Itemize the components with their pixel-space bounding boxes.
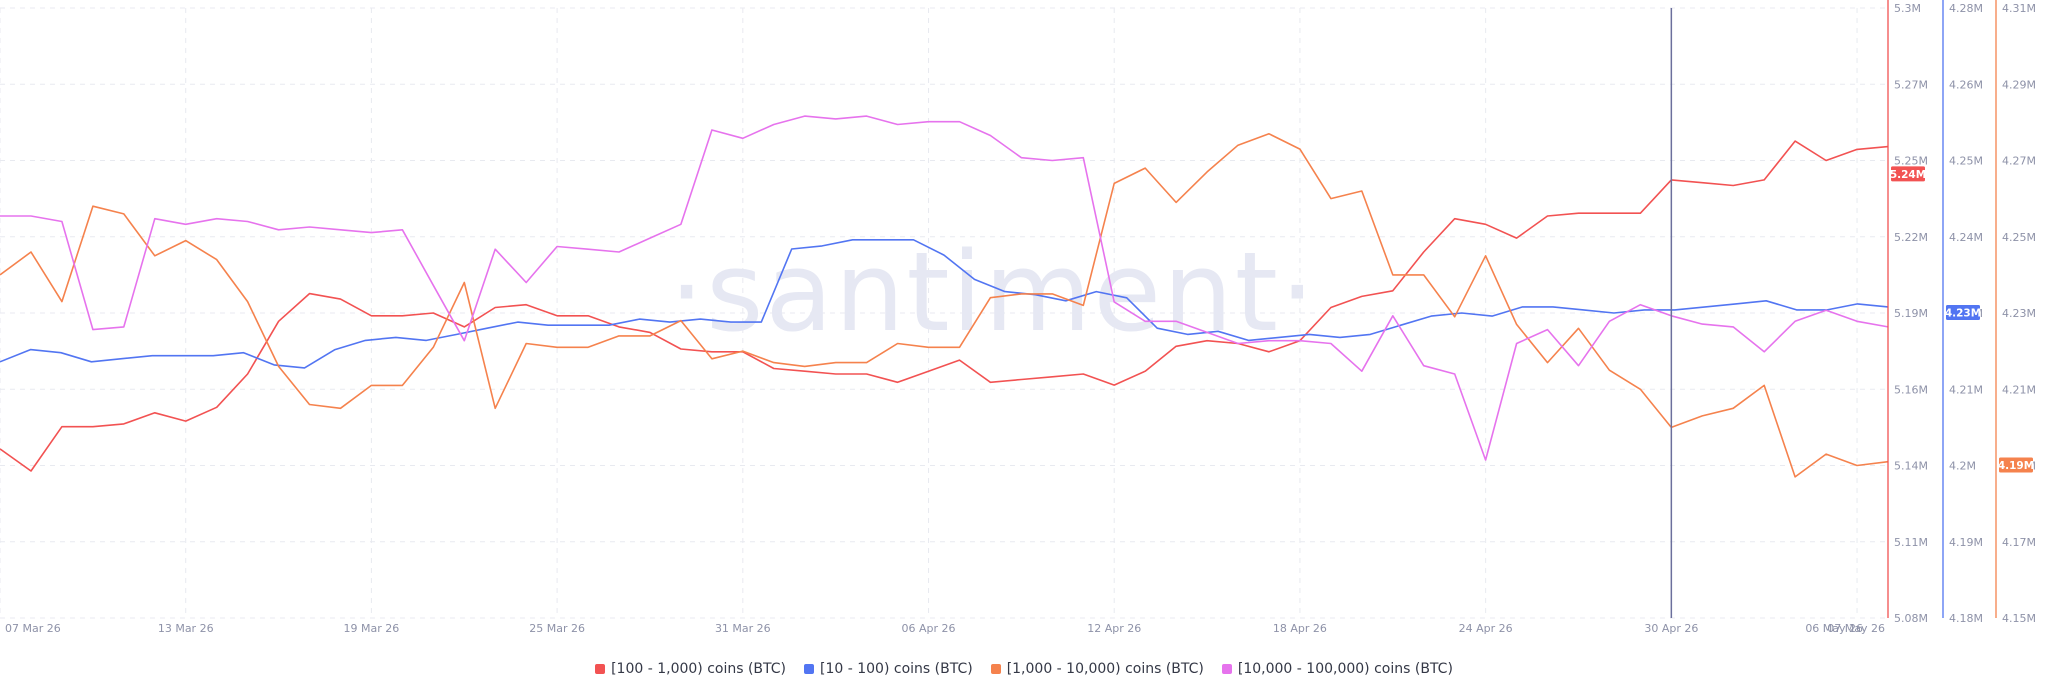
x-tick-label: 12 Apr 26 (1087, 622, 1141, 635)
x-tick-label: 07 Mar 26 (5, 622, 61, 635)
y-tick-label-orange: 4.15M (2002, 612, 2036, 625)
chart-axes: 5.3M 5.27M 5.25M 5.22M 5.19M 5.16M 5.14M 5.11M 5… (1887, 0, 2036, 625)
chart: ·santiment· 5.3M 5.27M 5.25M 5.22M 5.19M 5.16… (0, 0, 2036, 635)
chart-grid (0, 7, 1888, 619)
series-0 (0, 140, 1889, 472)
y-tick-label-orange: 4.29M (2002, 78, 2036, 91)
y-tick-label-orange: 4.27M (2002, 155, 2036, 168)
y-tick-label-blue: 4.19M (1949, 536, 1983, 549)
series-line (0, 133, 1889, 478)
y-tick-label-orange: 4.17M (2002, 536, 2036, 549)
y-tick-label-red: 5.08M (1894, 612, 1928, 625)
legend-label: [10 - 100) coins (BTC) (820, 661, 973, 677)
y-tick-label-blue: 4.18M (1949, 612, 1983, 625)
y-axis-badge-blue (1946, 305, 1980, 320)
series-2 (0, 133, 1889, 478)
series-line (0, 115, 1889, 461)
y-tick-label-blue: 4.24M (1949, 231, 1983, 244)
y-tick-label-orange: 4.23M (2002, 307, 2036, 320)
x-tick-label: 18 Apr 26 (1273, 622, 1327, 635)
legend-item[interactable]: [10,000 - 100,000) coins (BTC) (1221, 661, 1453, 677)
legend-item[interactable]: [100 - 1,000) coins (BTC) (595, 661, 786, 677)
y-axis-badge-orange (1999, 457, 2033, 473)
chart-legend: [100 - 1,000) coins (BTC) [10 - 100) coin… (0, 656, 2048, 682)
y-tick-label-red: 5.22M (1894, 231, 1928, 244)
legend-swatch (1221, 664, 1232, 674)
legend-swatch (595, 664, 606, 674)
y-axis-badge-label: 4.23M (1945, 308, 1981, 320)
y-axis-badge-label: 4.19M (1998, 460, 2034, 472)
y-tick-label-red: 5.27M (1894, 78, 1928, 91)
x-tick-label: 19 Mar 26 (344, 622, 400, 635)
y-tick-label-blue: 4.25M (1949, 155, 1983, 168)
x-tick-label: 07 May 26 (1827, 622, 1885, 635)
x-tick-label: 25 Mar 26 (529, 622, 585, 635)
y-tick-label-orange: 4.25M (2002, 231, 2036, 244)
legend-label: [1,000 - 10,000) coins (BTC) (1006, 661, 1204, 677)
series-line (0, 239, 1889, 369)
legend-item[interactable]: [10 - 100) coins (BTC) (804, 661, 973, 677)
y-tick-label-red: 5.16M (1894, 383, 1928, 396)
x-tick-label: 31 Mar 26 (715, 622, 771, 635)
legend-item[interactable]: [1,000 - 10,000) coins (BTC) (990, 661, 1204, 677)
legend-label: [10,000 - 100,000) coins (BTC) (1237, 661, 1453, 677)
legend-swatch (990, 664, 1001, 674)
legend-swatch (804, 664, 815, 674)
y-axis-badge-red (1891, 166, 1925, 182)
x-tick-label: 06 Apr 26 (902, 622, 956, 635)
y-tick-label-red: 5.19M (1894, 307, 1928, 320)
chart-series (0, 115, 1889, 478)
x-axis-ticks: 07 Mar 26 13 Mar 26 19 Mar 26 25 Mar 26 31 M… (5, 622, 1885, 635)
y-tick-label-orange: 4.31M (2002, 2, 2036, 15)
x-tick-label: 30 Apr 26 (1644, 622, 1698, 635)
y-axis-badge-label: 5.24M (1890, 169, 1926, 181)
y-tick-label-red: 5.3M (1894, 2, 1921, 15)
legend-label: [100 - 1,000) coins (BTC) (611, 661, 787, 677)
y-tick-label-red: 5.14M (1894, 460, 1928, 473)
y-tick-label-blue: 4.2M (1949, 460, 1976, 473)
y-tick-label-red: 5.25M (1894, 155, 1928, 168)
x-tick-label: 06 May 26 (1805, 622, 1863, 635)
series-line (0, 140, 1889, 472)
y-tick-label-red: 5.11M (1894, 536, 1928, 549)
y-tick-label-blue: 4.26M (1949, 78, 1983, 91)
santiment-watermark: ·santiment· (669, 228, 1317, 356)
x-tick-label: 24 Apr 26 (1459, 622, 1513, 635)
y-tick-label-blue: 4.21M (1949, 383, 1983, 396)
x-tick-label: 13 Mar 26 (158, 622, 214, 635)
y-tick-label-orange: 4.21M (2002, 383, 2036, 396)
series-3 (0, 115, 1889, 461)
y-tick-label-blue: 4.28M (1949, 2, 1983, 15)
